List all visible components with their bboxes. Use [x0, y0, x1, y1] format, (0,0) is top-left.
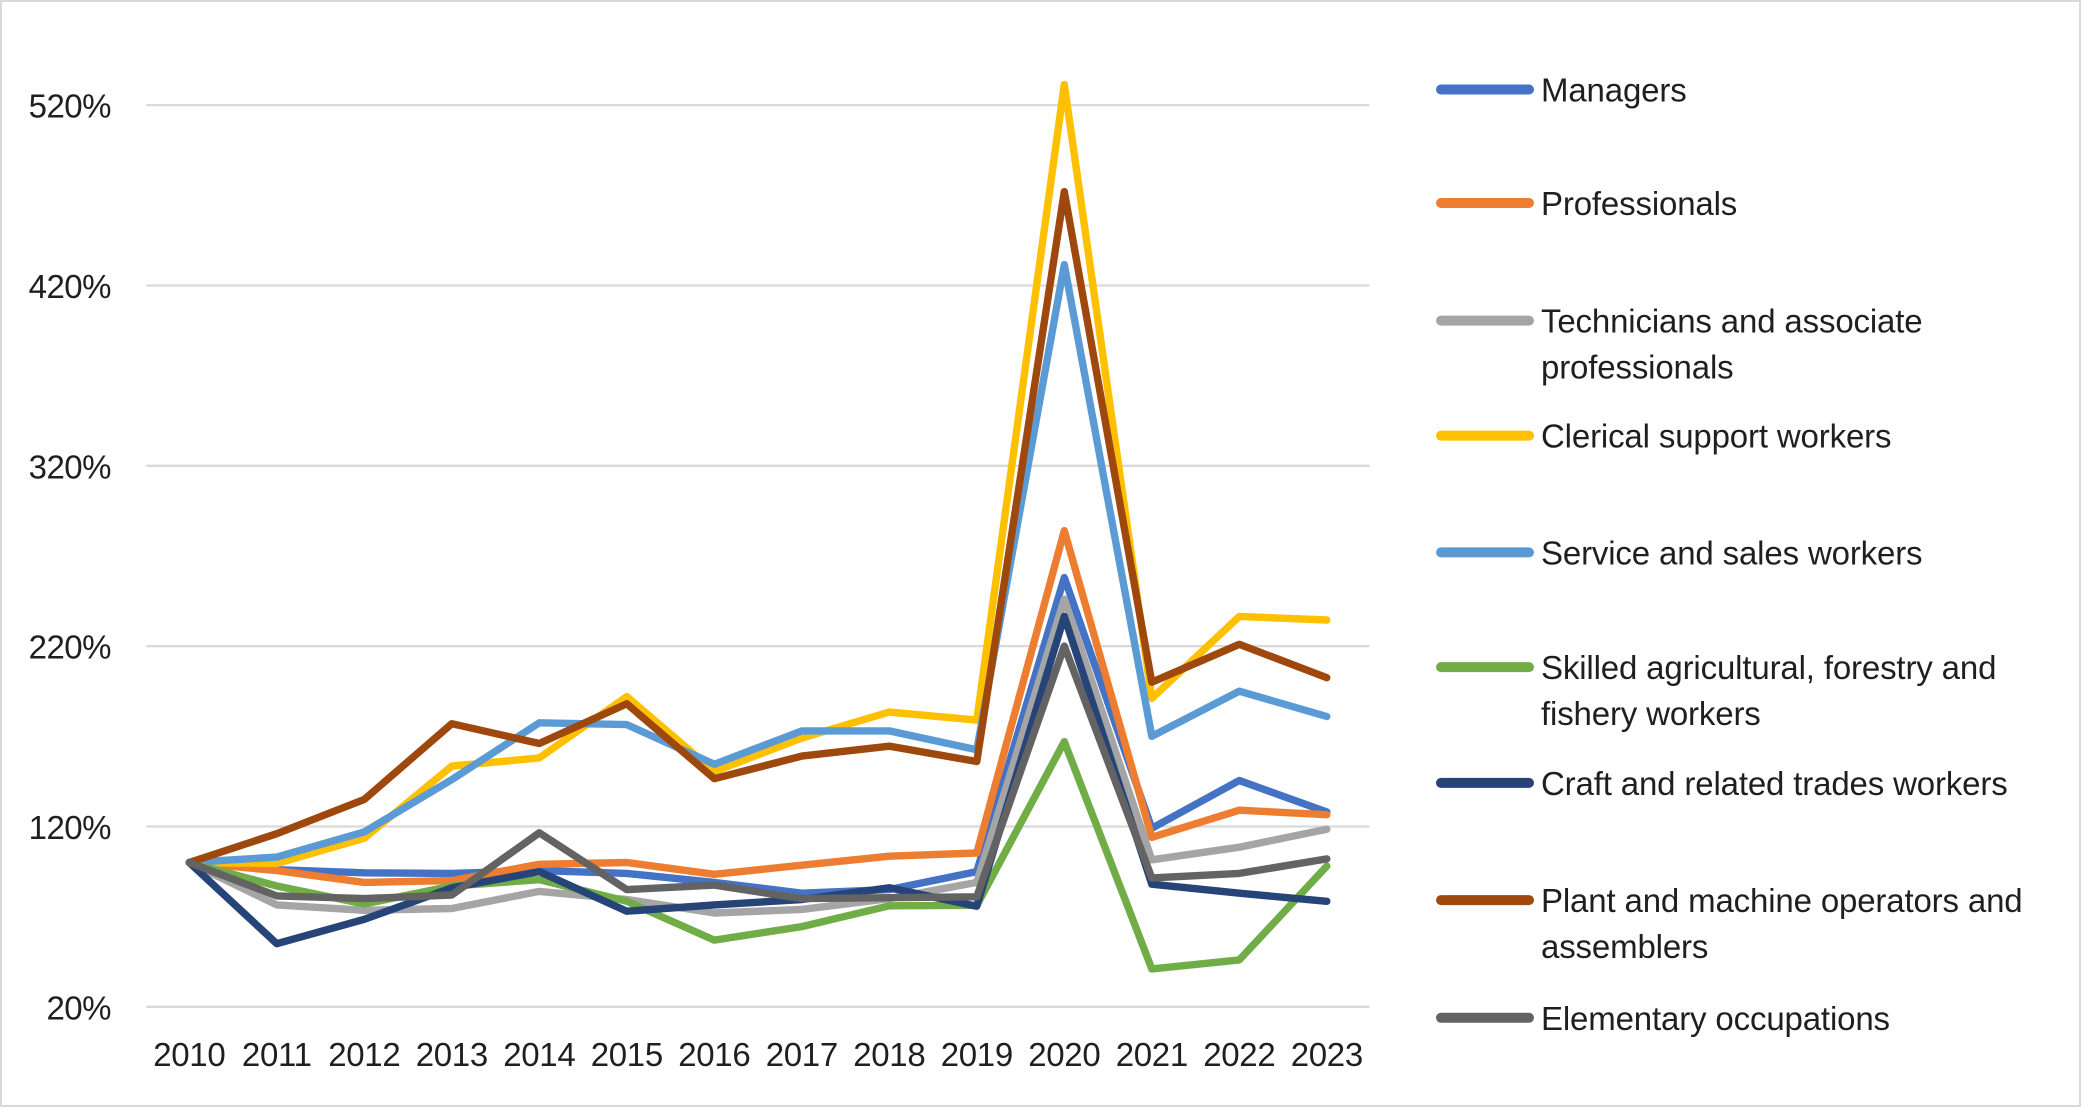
- svg-text:Managers: Managers: [1541, 72, 1687, 109]
- svg-text:Technicians and associate: Technicians and associate: [1541, 303, 1923, 340]
- svg-text:Elementary occupations: Elementary occupations: [1541, 1000, 1890, 1037]
- svg-text:Skilled agricultural, forestry: Skilled agricultural, forestry and: [1541, 649, 1996, 686]
- svg-text:2019: 2019: [941, 1036, 1013, 1073]
- svg-text:2014: 2014: [503, 1036, 575, 1073]
- svg-text:2021: 2021: [1116, 1036, 1188, 1073]
- svg-text:2011: 2011: [242, 1036, 312, 1073]
- svg-text:Service and sales workers: Service and sales workers: [1541, 534, 1922, 571]
- svg-text:20%: 20%: [46, 989, 111, 1026]
- svg-text:2016: 2016: [678, 1036, 750, 1073]
- svg-text:320%: 320%: [29, 448, 112, 485]
- svg-text:Craft and related trades worke: Craft and related trades workers: [1541, 765, 2008, 802]
- svg-text:2012: 2012: [328, 1036, 400, 1073]
- svg-text:2013: 2013: [416, 1036, 488, 1073]
- svg-text:2023: 2023: [1291, 1036, 1363, 1073]
- svg-text:120%: 120%: [29, 809, 112, 846]
- svg-text:Professionals: Professionals: [1541, 185, 1737, 222]
- svg-text:2017: 2017: [766, 1036, 838, 1073]
- svg-text:2022: 2022: [1203, 1036, 1275, 1073]
- svg-text:2015: 2015: [591, 1036, 663, 1073]
- svg-text:520%: 520%: [29, 88, 112, 125]
- svg-text:fishery workers: fishery workers: [1541, 695, 1761, 732]
- svg-text:Clerical support workers: Clerical support workers: [1541, 418, 1891, 455]
- svg-text:professionals: professionals: [1541, 348, 1734, 385]
- svg-text:2010: 2010: [153, 1036, 225, 1073]
- svg-text:2018: 2018: [853, 1036, 925, 1073]
- svg-text:assemblers: assemblers: [1541, 928, 1708, 965]
- svg-text:220%: 220%: [29, 629, 112, 666]
- svg-text:2020: 2020: [1028, 1036, 1100, 1073]
- svg-text:420%: 420%: [29, 268, 112, 305]
- svg-text:Plant and machine operators an: Plant and machine operators and: [1541, 882, 2023, 919]
